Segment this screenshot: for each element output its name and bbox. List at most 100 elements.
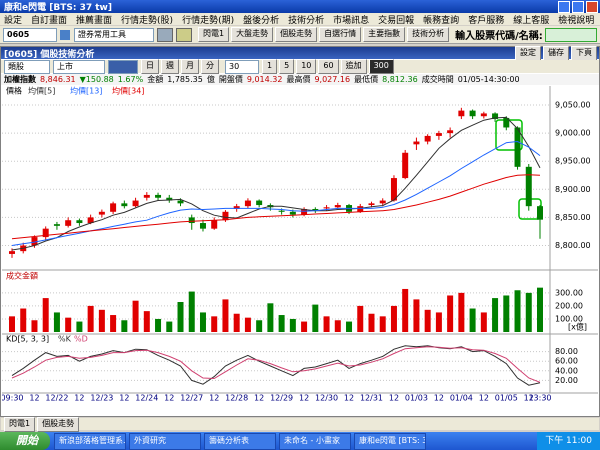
candle-body bbox=[289, 211, 296, 215]
minimize-button[interactable] bbox=[558, 0, 570, 13]
tab[interactable]: 個股走勢 bbox=[37, 416, 80, 432]
step-button[interactable]: 60 bbox=[318, 59, 339, 74]
toolbar-button[interactable]: 主要指數 bbox=[363, 27, 406, 42]
toolbar-button[interactable]: 技術分析 bbox=[407, 27, 450, 42]
period-button[interactable]: 日 bbox=[141, 59, 159, 74]
menu-item[interactable]: 客戶服務 bbox=[468, 15, 505, 26]
calendar-select[interactable] bbox=[108, 59, 138, 74]
step-button[interactable]: 300 bbox=[368, 59, 394, 74]
volume-bar bbox=[458, 292, 465, 332]
panel-button[interactable]: 儲存 bbox=[543, 45, 569, 61]
x-tick-label: 12/28 bbox=[225, 394, 248, 403]
control-select[interactable]: 上市 bbox=[53, 59, 105, 74]
close-button[interactable] bbox=[586, 0, 598, 13]
volume-bar bbox=[31, 320, 38, 332]
menu-item[interactable]: 線上客服 bbox=[513, 15, 550, 26]
y-tick-label: 8,850.00 bbox=[555, 213, 591, 222]
toolbar-button[interactable]: 閃電1 bbox=[198, 27, 230, 42]
panel-button[interactable]: 下頁 bbox=[571, 45, 597, 61]
task-items: 新浪部落格管理系... 外資研究 籌碼分析表 未命名 - 小畫家 康和e閃電 [BTS:… bbox=[54, 432, 429, 450]
candle-body bbox=[222, 211, 229, 221]
tool-select[interactable]: 證券常用工具 bbox=[74, 27, 154, 42]
quote-open-label: 開盤價 bbox=[218, 75, 243, 84]
tool-icon[interactable] bbox=[176, 27, 192, 42]
task-item[interactable]: 未命名 - 小畫家 bbox=[279, 432, 351, 450]
x-tick-label: 12/27 bbox=[180, 394, 203, 403]
candle-body bbox=[9, 251, 15, 254]
menu-item[interactable]: 市場訊息 bbox=[333, 15, 370, 26]
volume-bar bbox=[390, 305, 397, 332]
toolbar-button[interactable]: 自選行情 bbox=[319, 27, 362, 42]
candle-body bbox=[537, 206, 543, 220]
menu-item[interactable]: 自訂畫面 bbox=[31, 15, 68, 26]
code-input[interactable]: 0605 bbox=[3, 27, 57, 42]
search-icon[interactable] bbox=[60, 29, 70, 40]
candle-body bbox=[514, 127, 521, 167]
start-button[interactable]: 開始 bbox=[0, 432, 50, 450]
period-button[interactable]: 月 bbox=[181, 59, 199, 74]
x-tick-label: 12/22 bbox=[45, 394, 68, 403]
volume-bar bbox=[514, 290, 521, 332]
candle-body bbox=[244, 200, 251, 207]
candle-body bbox=[435, 133, 442, 136]
volume-bar bbox=[312, 304, 319, 332]
step-button[interactable]: 追加 bbox=[340, 59, 367, 74]
candle-body bbox=[98, 211, 105, 215]
menu-item[interactable]: 行情走勢(期) bbox=[182, 15, 235, 26]
candle-body bbox=[402, 152, 409, 179]
candle-body bbox=[76, 220, 83, 224]
task-item[interactable]: 外資研究 bbox=[129, 432, 201, 450]
x-tick-label: 12 bbox=[254, 394, 264, 403]
toolbar-button[interactable]: 大盤走勢 bbox=[231, 27, 274, 42]
candle-body bbox=[368, 203, 375, 206]
tab[interactable]: 閃電1 bbox=[4, 416, 36, 432]
volume-bar bbox=[244, 317, 251, 332]
menu-item[interactable]: 行情走勢(股) bbox=[121, 15, 174, 26]
panel-title: [0605] 個股技術分析 bbox=[4, 49, 95, 60]
toolbar-button[interactable]: 個股走勢 bbox=[275, 27, 318, 42]
menu-item[interactable]: 檢視說明 bbox=[558, 15, 595, 26]
volume-bar bbox=[155, 318, 162, 332]
candle-body bbox=[492, 113, 499, 120]
period-button[interactable]: 週 bbox=[161, 59, 179, 74]
task-item[interactable]: 康和e閃電 [BTS: 37... bbox=[354, 432, 426, 450]
search-input[interactable] bbox=[544, 27, 597, 42]
x-tick-label: 12/29 bbox=[270, 394, 293, 403]
maximize-button[interactable] bbox=[572, 0, 584, 13]
y-tick-label: 8,800.00 bbox=[555, 241, 591, 250]
candle-body bbox=[458, 110, 465, 117]
menu-item[interactable]: 推薦畫面 bbox=[76, 15, 113, 26]
x-tick-label: 12 bbox=[344, 394, 354, 403]
volume-bar bbox=[199, 312, 206, 332]
volume-bar bbox=[278, 315, 285, 332]
toolbar-buttons: 閃電1 大盤走勢 個股走勢 自選行情 主要指數 技術分析 bbox=[198, 27, 451, 42]
minute-select[interactable]: 30 bbox=[225, 59, 259, 74]
menu-item[interactable]: 設定 bbox=[4, 15, 23, 26]
candle-body bbox=[166, 197, 173, 201]
y-tick-label: 20.00 bbox=[555, 376, 578, 385]
volume-bar bbox=[65, 317, 72, 332]
menu-item[interactable]: 交易回報 bbox=[378, 15, 415, 26]
control-select[interactable]: 類股 bbox=[4, 59, 50, 74]
quote-high: 9,027.16 bbox=[314, 75, 351, 84]
step-button[interactable]: 10 bbox=[296, 59, 317, 74]
candle-body bbox=[177, 200, 184, 204]
tool-icon[interactable] bbox=[157, 27, 173, 42]
step-button[interactable]: 1 bbox=[262, 59, 278, 74]
candle-body bbox=[447, 130, 454, 134]
legend-entry: 均價[13] bbox=[70, 86, 102, 96]
step-button[interactable]: 5 bbox=[279, 59, 295, 74]
task-item[interactable]: 新浪部落格管理系... bbox=[54, 432, 126, 450]
task-item[interactable]: 籌碼分析表 bbox=[204, 432, 276, 450]
panel-button[interactable]: 設定 bbox=[515, 45, 541, 61]
period-button[interactable]: 分 bbox=[201, 59, 219, 74]
legend-entry: %D bbox=[74, 335, 88, 344]
menu-item[interactable]: 盤後分析 bbox=[243, 15, 280, 26]
y-tick-label: 300.00 bbox=[555, 288, 583, 297]
menu-item[interactable]: 帳務查詢 bbox=[423, 15, 460, 26]
menu-item[interactable]: 技術分析 bbox=[288, 15, 325, 26]
candle-body bbox=[53, 224, 60, 226]
x-tick-label: 12 bbox=[164, 394, 174, 403]
volume-bar bbox=[211, 316, 218, 332]
